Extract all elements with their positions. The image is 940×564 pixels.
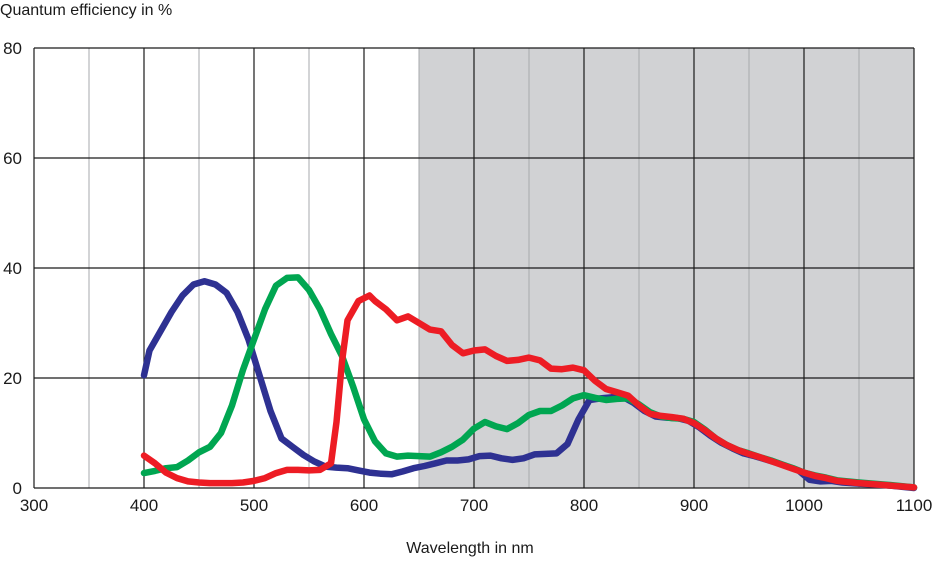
y-tick-label: 0 xyxy=(13,479,22,498)
x-tick-label: 500 xyxy=(240,496,268,515)
y-tick-label: 80 xyxy=(3,39,22,58)
y-tick-label: 40 xyxy=(3,259,22,278)
y-tick-label: 60 xyxy=(3,149,22,168)
y-axis-label: Quantum efficiency in % xyxy=(0,2,173,19)
x-tick-label: 800 xyxy=(570,496,598,515)
y-tick-label: 20 xyxy=(3,369,22,388)
x-tick-label: 700 xyxy=(460,496,488,515)
x-tick-label: 1100 xyxy=(896,496,933,515)
x-tick-label: 1000 xyxy=(785,496,823,515)
x-tick-label: 300 xyxy=(20,496,48,515)
series-line-3 xyxy=(140,292,918,491)
x-tick-label: 400 xyxy=(130,496,158,515)
series-layer xyxy=(140,274,918,492)
tick-labels: 300 400 500 600 700 800 900 1000 1100 0 20 40 60 80 xyxy=(3,39,932,515)
x-tick-label: 900 xyxy=(680,496,708,515)
x-tick-label: 600 xyxy=(350,496,378,515)
x-axis-label: Wavelength in nm xyxy=(406,540,534,557)
grid-layer xyxy=(33,47,915,489)
